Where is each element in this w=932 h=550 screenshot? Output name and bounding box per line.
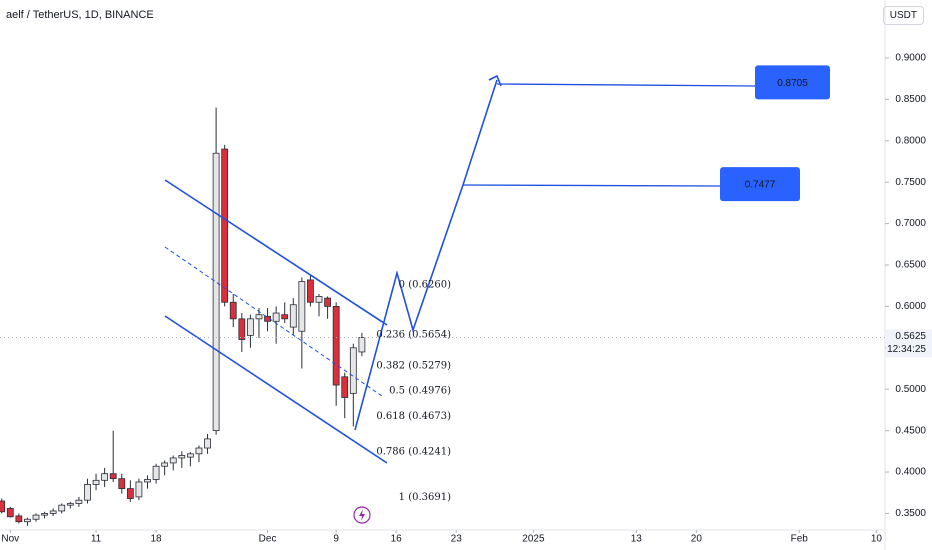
- candle-body: [41, 513, 48, 516]
- candle-body: [32, 514, 40, 520]
- candle-body: [272, 312, 280, 322]
- candle-body: [195, 447, 203, 455]
- y-tick-label: 0.5000: [895, 384, 926, 395]
- countdown: 12:34:25: [887, 344, 926, 355]
- y-tick-label: 0.7000: [895, 218, 926, 229]
- candle-body: [178, 455, 186, 459]
- fib-label: 0.236 (0.5654): [376, 330, 451, 341]
- candle-body: [15, 515, 23, 523]
- candle-body: [289, 304, 297, 328]
- candle-body: [135, 481, 143, 498]
- x-tick-label: 10: [871, 534, 883, 545]
- candle-body: [126, 488, 134, 499]
- candle-body: [58, 504, 66, 512]
- x-tick-label: 13: [631, 534, 643, 545]
- lightning: [359, 509, 365, 521]
- candle-body: [161, 462, 169, 467]
- fib-label: 0 (0.6260): [399, 279, 451, 290]
- x-tick-label: 16: [391, 534, 403, 545]
- candle-body: [281, 314, 289, 320]
- target-label: 0.8705: [777, 78, 808, 89]
- candle-body: [169, 457, 177, 464]
- x-tick-label: 11: [91, 534, 102, 545]
- y-tick-label: 0.9000: [895, 53, 926, 64]
- x-tick-label: Nov: [1, 534, 19, 545]
- candle-body: [144, 479, 151, 483]
- arrow-head: [488, 74, 502, 87]
- candle-body: [186, 453, 194, 458]
- candle-body: [229, 301, 237, 320]
- candle-body: [6, 508, 14, 518]
- candle-body: [221, 148, 229, 303]
- candle-body: [358, 337, 366, 353]
- target-label: 0.7477: [745, 180, 776, 191]
- channel-mid: [164, 246, 383, 397]
- candle-body: [212, 152, 220, 432]
- candle-body: [101, 473, 109, 481]
- candle-body: [264, 315, 271, 322]
- fib-label: 0.786 (0.4241): [376, 447, 451, 458]
- fib-label: 0.382 (0.5279): [376, 361, 451, 372]
- candle-body: [24, 518, 31, 523]
- candle-body: [118, 478, 126, 489]
- channel-lower: [164, 315, 388, 464]
- candle-body: [238, 318, 246, 340]
- currency-button[interactable]: USDT: [882, 6, 924, 25]
- last-price-box: [886, 329, 932, 358]
- candle-body: [109, 473, 117, 480]
- y-tick-label: 0.4500: [895, 425, 926, 436]
- y-tick-label: 0.6000: [895, 301, 926, 312]
- candle-body: [298, 281, 306, 332]
- candle-body: [332, 306, 340, 386]
- x-tick-label: 20: [691, 534, 703, 545]
- target-box: [720, 167, 800, 202]
- channel-upper: [164, 179, 388, 326]
- y-tick-label: 0.7500: [895, 177, 926, 188]
- projection: [354, 79, 498, 431]
- candle-body: [75, 499, 83, 504]
- candle-body: [84, 484, 91, 501]
- x-tick-label: 18: [151, 534, 163, 545]
- candle-body: [247, 318, 254, 336]
- target-line: [496, 83, 756, 87]
- candle-body: [49, 510, 57, 514]
- x-tick-label: Dec: [259, 534, 277, 545]
- last-price-label: 0.5625: [895, 331, 926, 342]
- target-line: [462, 184, 721, 187]
- target-box: [755, 65, 830, 100]
- candle-body: [307, 279, 314, 303]
- candle-body: [349, 347, 357, 394]
- y-tick-label: 0.6500: [895, 260, 926, 271]
- candle-body: [66, 503, 74, 506]
- x-tick-label: 2025: [522, 534, 545, 545]
- y-tick-label: 0.8000: [895, 135, 926, 146]
- plot: [0, 107, 366, 526]
- y-tick-label: 0.3500: [895, 508, 926, 519]
- candle-body: [204, 438, 211, 449]
- y-tick-label: 0.8500: [895, 94, 926, 105]
- candle-body: [0, 500, 6, 513]
- candle-body: [92, 479, 100, 485]
- x-tick-label: Feb: [791, 534, 809, 545]
- candle-body: [315, 296, 323, 303]
- x-tick-label: 23: [451, 534, 463, 545]
- fib-label: 0.618 (0.4673): [376, 411, 451, 422]
- fib-label: 1 (0.3691): [399, 492, 451, 503]
- candle-body: [324, 297, 331, 307]
- symbol-title: aelf / TetherUS, 1D, BINANCE: [6, 9, 154, 21]
- y-tick-label: 0.4000: [895, 467, 926, 478]
- candle-body: [341, 376, 349, 398]
- candle-body: [152, 465, 160, 480]
- fib-label: 0.5 (0.4976): [389, 386, 451, 397]
- x-tick-label: 9: [333, 534, 339, 545]
- candle-body: [255, 314, 263, 320]
- event-icon[interactable]: [353, 506, 371, 524]
